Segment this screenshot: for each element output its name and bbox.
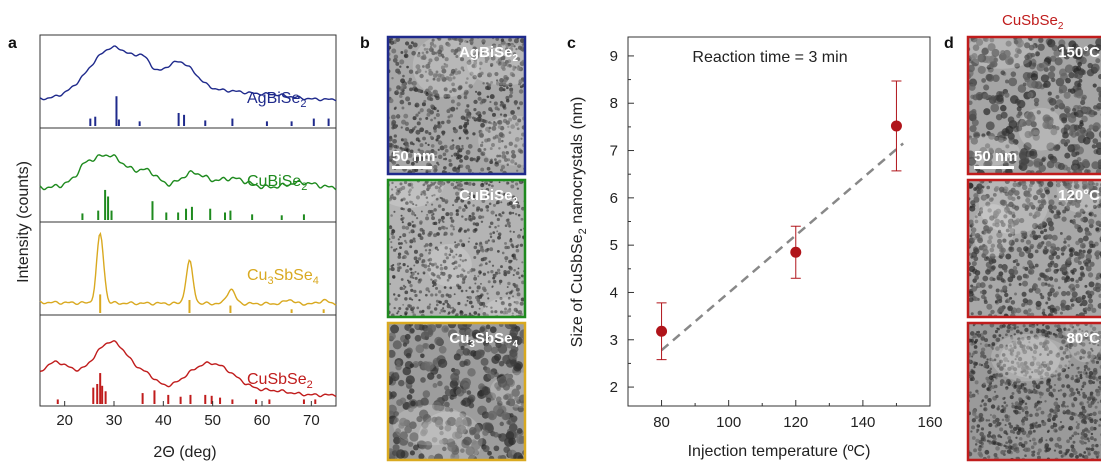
- xrd-panel: 20 30 40 50 60 70 AgBiSe2 CuBiSe2 Cu3SbSe4 Cu…: [15, 34, 337, 461]
- y-tick-label: 4: [610, 284, 618, 301]
- tem-label: 120°C: [1058, 187, 1100, 204]
- trace-label-cusbse2: CuSbSe2: [247, 371, 313, 391]
- data-marker: [656, 325, 668, 337]
- x-axis-title: Injection temperature (ºC): [688, 443, 871, 460]
- tem-nanoparticles: [968, 180, 1101, 317]
- tem-frame: [386, 321, 527, 462]
- panel-label-a: a: [8, 35, 17, 52]
- tem-frame: [966, 321, 1101, 462]
- scale-bar-line: [392, 166, 432, 169]
- xrd-reference-agbise2: [89, 96, 330, 126]
- y-tick-label: 9: [610, 48, 618, 65]
- xrd-trace-cusbse2: [39, 339, 337, 398]
- scale-bar-d: 50 nm: [974, 148, 1017, 169]
- data-marker: [890, 120, 902, 132]
- tem-frame: [386, 178, 527, 319]
- tem-nanoparticles: [968, 323, 1101, 460]
- tem-image-cu3sbse4: Cu3SbSe4: [386, 321, 527, 462]
- y-tick-label: 6: [610, 190, 618, 207]
- data-marker: [790, 246, 802, 258]
- scale-bar-b: 50 nm: [392, 148, 435, 169]
- tem-column-compositions: AgBiSe2 CuBiSe2 Cu3SbSe4 50 nm: [386, 35, 527, 462]
- data-point-120: [790, 225, 802, 279]
- y-tick-label: 7: [610, 143, 618, 160]
- panel-d-header: CuSbSe2: [1002, 12, 1064, 32]
- xrd-x-tick-label: 60: [254, 412, 271, 429]
- tem-label: 80°C: [1066, 330, 1100, 347]
- tem-label: CuBiSe2: [459, 187, 518, 207]
- xrd-x-axis-title: 2Θ (deg): [153, 444, 216, 461]
- tem-column-temperatures: 150°C 120°C 80°C 50 nm: [966, 35, 1101, 462]
- data-point-150: [890, 80, 902, 172]
- xrd-reference-cu3sbse4: [99, 294, 325, 313]
- xrd-trace-cu3sbse4: [39, 231, 337, 306]
- xrd-x-tick-label: 70: [303, 412, 320, 429]
- tem-frame: [966, 35, 1101, 176]
- scale-bar-label: 50 nm: [974, 148, 1017, 165]
- tem-nanoparticles: [388, 323, 525, 460]
- data-point-80: [656, 302, 668, 361]
- trace-label-cu3sbse4: Cu3SbSe4: [247, 267, 319, 287]
- linear-fit-line: [660, 142, 904, 352]
- x-tick-label: 140: [850, 414, 875, 431]
- panel-label-d: d: [944, 35, 954, 52]
- y-tick-label: 3: [610, 332, 618, 349]
- y-axis-title: Size of CuSbSe2 nanocrystals (nm): [569, 97, 589, 348]
- plot-frame: [627, 36, 931, 407]
- tem-image-120c: 120°C: [966, 178, 1101, 319]
- scale-bar-label: 50 nm: [392, 148, 435, 165]
- tem-image-80c: 80°C: [966, 321, 1101, 462]
- tem-nanoparticles: [388, 37, 525, 174]
- tem-image-150c: 150°C: [966, 35, 1101, 176]
- tem-nanoparticles: [968, 37, 1101, 174]
- xrd-x-tick-label: 30: [106, 412, 123, 429]
- trace-label-cubise2: CuBiSe2: [247, 173, 307, 193]
- xrd-trace-cubise2: [39, 154, 337, 191]
- xrd-trace-agbise2: [39, 45, 337, 102]
- xrd-x-tick-label: 20: [56, 412, 73, 429]
- xrd-x-tick-label: 50: [204, 412, 221, 429]
- chart-title: Reaction time = 3 min: [692, 49, 847, 66]
- tem-label: 150°C: [1058, 44, 1100, 61]
- panel-label-b: b: [360, 35, 370, 52]
- x-tick-label: 120: [783, 414, 808, 431]
- xrd-reference-cubise2: [81, 189, 305, 220]
- xrd-reference-cusbse2: [56, 373, 317, 404]
- y-tick-label: 5: [610, 237, 618, 254]
- trace-label-agbise2: AgBiSe2: [247, 90, 307, 110]
- tem-label: Cu3SbSe4: [449, 330, 518, 350]
- size-vs-temperature-chart: 80 100 120 140 160 2 3 4 5 6 7 8 9 Reaction time = 3…: [569, 36, 943, 460]
- tem-image-cubise2: CuBiSe2: [386, 178, 527, 319]
- y-tick-label: 2: [610, 379, 618, 396]
- x-tick-label: 160: [917, 414, 942, 431]
- tem-label: AgBiSe2: [459, 44, 518, 64]
- tem-frame: [966, 178, 1101, 319]
- tem-frame: [386, 35, 527, 176]
- xrd-frame: [39, 34, 337, 407]
- x-tick-label: 100: [716, 414, 741, 431]
- scale-bar-line: [974, 166, 1014, 169]
- tem-image-agbise2: AgBiSe2: [386, 35, 527, 176]
- x-tick-label: 80: [653, 414, 670, 431]
- y-tick-label: 8: [610, 95, 618, 112]
- xrd-y-axis-title: Intensity (counts): [15, 161, 32, 283]
- xrd-x-tick-label: 40: [155, 412, 172, 429]
- panel-label-c: c: [567, 35, 576, 52]
